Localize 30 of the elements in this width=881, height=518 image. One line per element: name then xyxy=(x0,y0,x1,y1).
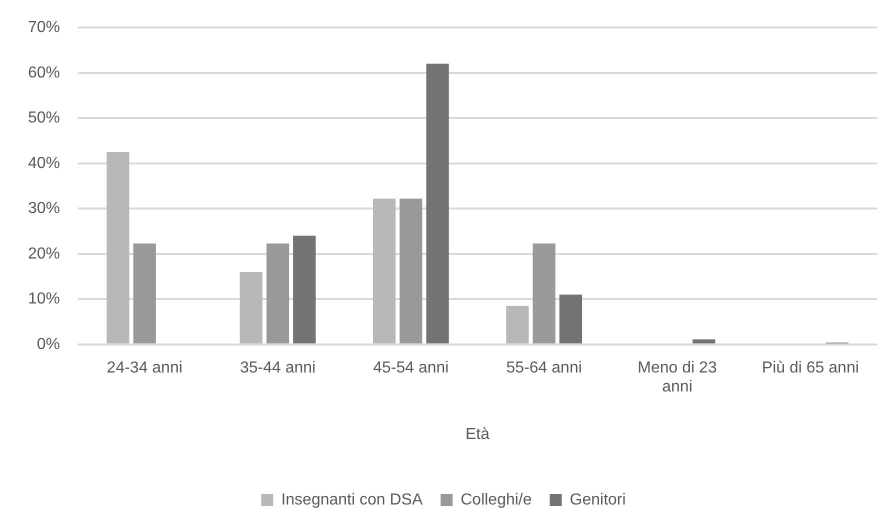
bar xyxy=(692,339,716,344)
bar xyxy=(133,243,156,344)
y-tick-label: 10% xyxy=(28,290,60,308)
x-tick-label: 24-34 anni xyxy=(106,359,182,376)
x-tick-label: 35-44 anni xyxy=(240,359,316,376)
y-tick-label: 30% xyxy=(28,200,60,218)
bar xyxy=(293,236,316,344)
bar xyxy=(240,272,262,344)
y-tick-label: 0% xyxy=(36,336,60,353)
x-tick-label: 45-54 anni xyxy=(373,359,449,376)
bar xyxy=(506,306,529,344)
legend-label: Colleghi/e xyxy=(460,491,532,508)
bar xyxy=(400,198,422,344)
bar xyxy=(266,243,290,344)
y-tick-label: 40% xyxy=(28,154,60,172)
bar xyxy=(106,152,130,344)
y-tick-label: 50% xyxy=(28,110,60,127)
legend-label: Insegnanti con DSA xyxy=(281,491,423,508)
legend-label: Genitori xyxy=(570,491,626,508)
bar xyxy=(372,198,396,344)
y-tick-label: 60% xyxy=(28,64,60,82)
x-tick-label: Più di 65 anni xyxy=(762,359,859,376)
bar xyxy=(426,64,449,344)
y-tick-label: 70% xyxy=(28,19,60,36)
x-tick-label: Meno di 23 anni xyxy=(638,359,717,396)
x-axis-title: Età xyxy=(466,426,490,443)
bar xyxy=(559,294,582,344)
y-tick-label: 20% xyxy=(28,245,60,262)
bar xyxy=(532,243,556,344)
x-tick-label: 55-64 anni xyxy=(506,359,582,376)
